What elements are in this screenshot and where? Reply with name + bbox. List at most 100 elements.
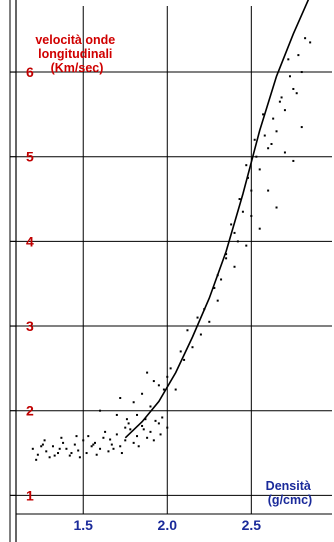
trend-curve — [124, 0, 310, 439]
data-point — [283, 151, 286, 154]
grid — [10, 6, 332, 514]
data-point — [36, 453, 39, 456]
data-point — [258, 227, 261, 230]
data-point — [75, 435, 78, 438]
data-point — [196, 316, 199, 319]
data-point — [40, 445, 43, 448]
data-point — [58, 447, 61, 450]
y-tick-label: 6 — [26, 64, 34, 80]
data-point — [152, 439, 155, 442]
data-point — [253, 138, 256, 141]
data-point — [35, 458, 38, 461]
data-point — [132, 441, 135, 444]
data-point — [157, 384, 160, 387]
y-axis-title-line-1: velocità onde — [35, 33, 115, 47]
x-tick-label: 2.0 — [158, 517, 178, 533]
data-point — [87, 435, 90, 438]
data-point — [41, 443, 44, 446]
data-point — [225, 257, 228, 260]
data-point — [129, 428, 132, 431]
data-point — [70, 452, 73, 455]
data-point — [162, 388, 165, 391]
data-point — [220, 278, 223, 281]
y-tick-label: 5 — [26, 149, 34, 165]
data-point — [137, 445, 140, 448]
data-point — [132, 401, 135, 404]
data-point — [110, 443, 113, 446]
x-axis-title-line-2: (g/cmc) — [268, 493, 312, 507]
data-point — [309, 41, 312, 44]
x-tick-label: 1.5 — [73, 517, 93, 533]
data-point — [199, 333, 202, 336]
data-point — [233, 231, 236, 234]
data-point — [267, 147, 270, 150]
data-point — [124, 426, 127, 429]
data-point — [275, 206, 278, 209]
data-point — [45, 450, 48, 453]
data-point — [136, 435, 139, 438]
data-point — [161, 416, 164, 419]
data-point — [250, 214, 253, 217]
data-point — [99, 447, 102, 450]
data-point — [236, 240, 239, 243]
data-point — [43, 439, 46, 442]
data-point — [241, 210, 244, 213]
data-point — [60, 436, 63, 439]
data-point — [95, 453, 98, 456]
data-point — [90, 445, 93, 448]
data-point — [186, 329, 189, 332]
data-point — [99, 409, 102, 412]
data-point — [124, 439, 127, 442]
data-point — [154, 419, 157, 422]
data-point — [73, 443, 76, 446]
data-point — [78, 456, 81, 459]
data-point — [191, 346, 194, 349]
data-point — [216, 299, 219, 302]
data-point — [107, 450, 110, 453]
data-point — [250, 189, 253, 192]
data-point — [297, 54, 300, 57]
y-tick-label: 1 — [26, 487, 34, 503]
y-tick-label: 4 — [26, 233, 34, 249]
data-point — [82, 439, 85, 442]
data-point — [267, 189, 270, 192]
data-point — [109, 438, 112, 441]
data-point — [275, 130, 278, 133]
data-point — [166, 375, 169, 378]
data-point — [144, 418, 147, 421]
data-point — [245, 244, 248, 247]
data-point — [157, 422, 160, 425]
data-point — [120, 452, 123, 455]
data-point — [112, 447, 115, 450]
data-point — [115, 413, 118, 416]
data-point — [62, 441, 65, 444]
x-tick-labels: 1.5 2.0 2.5 — [73, 517, 261, 533]
data-point — [263, 134, 266, 137]
y-axis-title: velocità onde longitudinali (Km/sec) — [35, 33, 118, 75]
data-point — [300, 126, 303, 129]
data-point — [65, 447, 68, 450]
data-point — [127, 422, 130, 425]
data-point — [48, 456, 51, 459]
data-point — [272, 117, 275, 120]
data-point — [149, 405, 152, 408]
data-point — [94, 441, 96, 444]
x-axis-title-line-1: Densità — [266, 479, 311, 493]
data-point — [159, 433, 162, 436]
data-point — [142, 428, 145, 431]
data-point — [51, 445, 54, 448]
data-point — [278, 100, 281, 103]
data-point — [183, 358, 186, 361]
data-point — [31, 447, 34, 450]
data-point — [262, 113, 265, 116]
data-point — [179, 350, 182, 353]
data-point — [258, 168, 261, 171]
data-point — [141, 424, 144, 427]
data-point — [57, 452, 60, 455]
data-point — [213, 286, 216, 289]
y-axis-title-line-2: longitudinali — [38, 47, 112, 61]
data-point — [119, 397, 122, 400]
data-point — [125, 418, 128, 421]
data-point — [283, 109, 286, 112]
